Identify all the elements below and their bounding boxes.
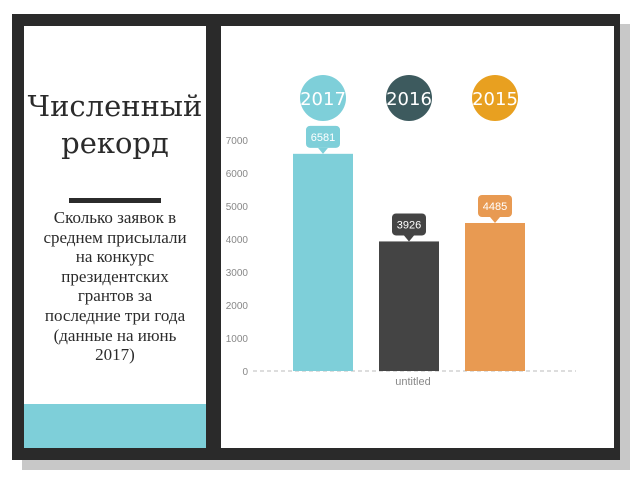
- y-tick-label: 5000: [226, 202, 249, 213]
- data-label-bubble: [306, 125, 340, 148]
- bar: [465, 222, 525, 371]
- category-label: 2016: [386, 89, 432, 110]
- chart-panel: 0 1000 2000 3000 4000 5000 6000 7000 6581 2017 392…: [221, 26, 614, 448]
- y-tick-label: 4000: [226, 235, 249, 246]
- category-label: 2015: [472, 89, 518, 110]
- y-tick-label: 7000: [226, 136, 249, 147]
- year-badge: [472, 75, 518, 121]
- data-label-pointer: [404, 235, 414, 242]
- data-label: 3926: [397, 219, 421, 231]
- x-axis-label: untitled: [395, 376, 430, 388]
- y-tick-label: 6000: [226, 169, 249, 180]
- y-tick-label: 0: [242, 367, 248, 378]
- data-label: 4485: [483, 201, 507, 213]
- data-label-bubble: [478, 194, 512, 217]
- data-label-pointer: [490, 216, 500, 223]
- y-tick-label: 2000: [226, 301, 249, 312]
- y-tick-label: 3000: [226, 268, 249, 279]
- page-title: Численный рекорд: [27, 89, 203, 160]
- bar: [293, 153, 353, 371]
- bar-chart: 0 1000 2000 3000 4000 5000 6000 7000 6581 2017 392…: [226, 75, 576, 388]
- data-label-pointer: [318, 147, 328, 154]
- year-badge: [300, 75, 346, 121]
- bar: [379, 241, 439, 371]
- accent-band: [24, 404, 206, 448]
- category-label: 2017: [300, 89, 346, 110]
- year-badge: [386, 75, 432, 121]
- y-tick-label: 1000: [226, 334, 249, 345]
- data-label: 6581: [311, 132, 335, 144]
- title-divider: [69, 198, 161, 203]
- chart-description: Сколько заявок в среднем присылали на ко…: [43, 208, 187, 365]
- data-label-bubble: [392, 213, 426, 236]
- info-panel: Численный рекорд Сколько заявок в средне…: [24, 26, 206, 448]
